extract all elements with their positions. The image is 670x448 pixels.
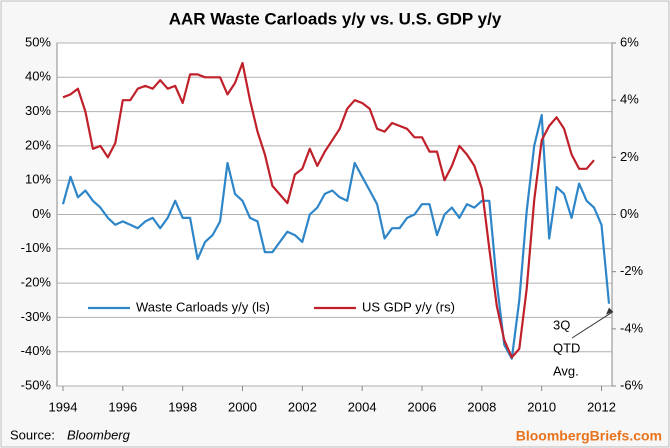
x-tick-label: 2000 (228, 399, 257, 414)
source: Bloomberg (67, 427, 131, 442)
legend-label: Waste Carloads y/y (ls) (136, 299, 270, 314)
x-tick-label: 2006 (408, 399, 437, 414)
y-tick-label: -40% (21, 343, 52, 358)
y2-tick-label: -2% (620, 263, 644, 278)
y2-tick-label: 2% (620, 149, 639, 164)
legend-label: US GDP y/y (rs) (362, 299, 455, 314)
source-label: Source: (10, 427, 55, 442)
y2-tick-label: 0% (620, 206, 639, 221)
y2-tick-label: 6% (620, 34, 639, 49)
x-tick-label: 2012 (587, 399, 616, 414)
series-line (62, 61, 595, 359)
y-tick-label: -20% (21, 275, 52, 290)
y-tick-label: 10% (25, 172, 51, 187)
y-tick-label: -30% (21, 309, 52, 324)
y2-tick-label: -4% (620, 320, 644, 335)
x-tick-label: 1998 (168, 399, 197, 414)
x-tick-label: 2008 (467, 399, 496, 414)
y-tick-label: -50% (21, 377, 52, 392)
y-tick-label: 0% (32, 206, 51, 221)
x-tick-label: 1996 (108, 399, 137, 414)
y2-tick-label: -6% (620, 377, 644, 392)
chart-title: AAR Waste Carloads y/y vs. U.S. GDP y/y (169, 9, 502, 28)
series-line (61, 113, 611, 360)
x-tick-label: 2004 (348, 399, 377, 414)
y2-tick-label: 4% (620, 92, 639, 107)
y-tick-label: 20% (25, 137, 51, 152)
annotation-arrow (571, 311, 614, 339)
arrow-head (606, 307, 614, 315)
x-tick-label: 2010 (527, 399, 556, 414)
x-tick-label: 1994 (49, 399, 78, 414)
y-tick-label: -10% (21, 240, 52, 255)
annotation: QTD (553, 340, 580, 355)
annotation: Avg. (553, 363, 579, 378)
y-tick-label: 30% (25, 103, 51, 118)
y-tick-label: 40% (25, 69, 51, 84)
brand: BloombergBriefs.com (516, 428, 662, 444)
y-tick-label: 50% (25, 34, 51, 49)
x-tick-label: 2002 (288, 399, 317, 414)
annotation: 3Q (553, 317, 570, 332)
